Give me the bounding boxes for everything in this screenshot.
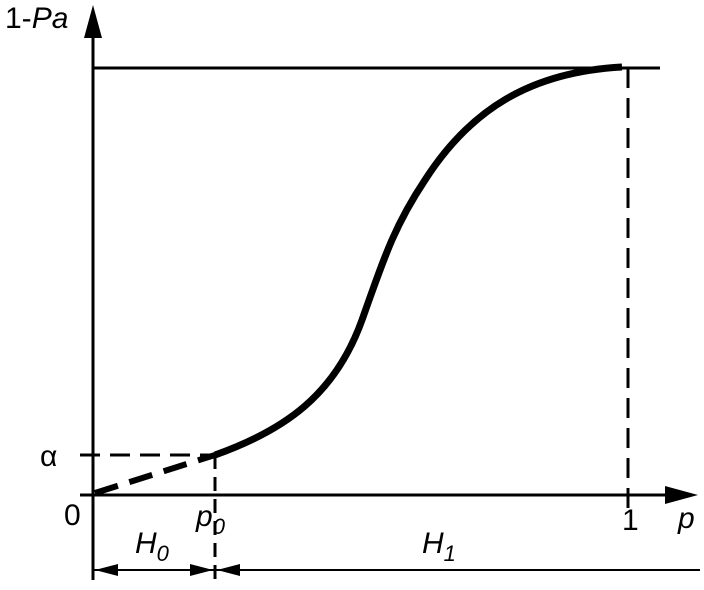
y-axis-label: 1-Pa bbox=[5, 2, 68, 35]
h0-label: H0 bbox=[135, 527, 170, 566]
arrowheads bbox=[84, 5, 698, 576]
h0-arrow-right bbox=[190, 564, 213, 576]
axes bbox=[80, 30, 700, 580]
x-end-label: 1 bbox=[622, 504, 639, 537]
alpha-label: α bbox=[40, 440, 57, 473]
x-axis-label: p bbox=[677, 502, 695, 535]
h1-arrow-left bbox=[217, 564, 240, 576]
h0-arrow-left bbox=[95, 564, 118, 576]
p0-label: p0 bbox=[195, 500, 226, 539]
oc-curve bbox=[213, 63, 623, 459]
h1-label: H1 bbox=[422, 527, 456, 566]
origin-label: 0 bbox=[64, 499, 81, 532]
x-arrow bbox=[665, 486, 698, 504]
curve-dashed bbox=[94, 452, 216, 496]
y-arrow bbox=[84, 5, 102, 38]
